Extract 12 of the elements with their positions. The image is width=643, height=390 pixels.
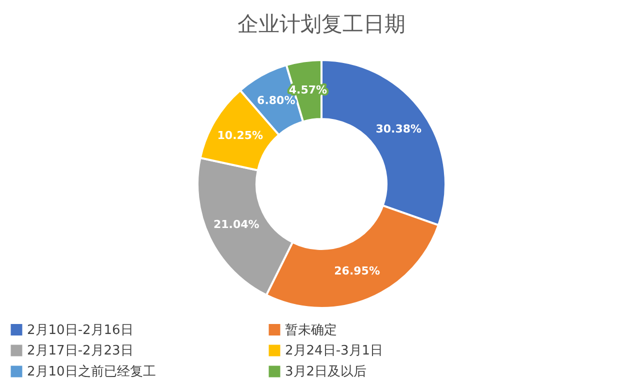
legend-label: 2月24日-3月1日 (285, 344, 384, 358)
data-label: 10.25% (217, 128, 264, 142)
legend-label: 2月10日之前已经复工 (27, 364, 156, 380)
chart-title: 企业计划复工日期 (238, 12, 406, 36)
legend-label: 3月2日及以后 (285, 364, 367, 380)
data-label: 6.80% (257, 94, 296, 108)
legend-label: 暂未确定 (285, 322, 337, 338)
legend-label: 2月17日-2月23日 (27, 344, 134, 358)
data-label: 26.95% (334, 264, 380, 278)
data-label: 21.04% (213, 218, 260, 232)
data-label: 30.38% (376, 122, 422, 136)
legend-label: 2月10日-2月16日 (27, 322, 134, 338)
